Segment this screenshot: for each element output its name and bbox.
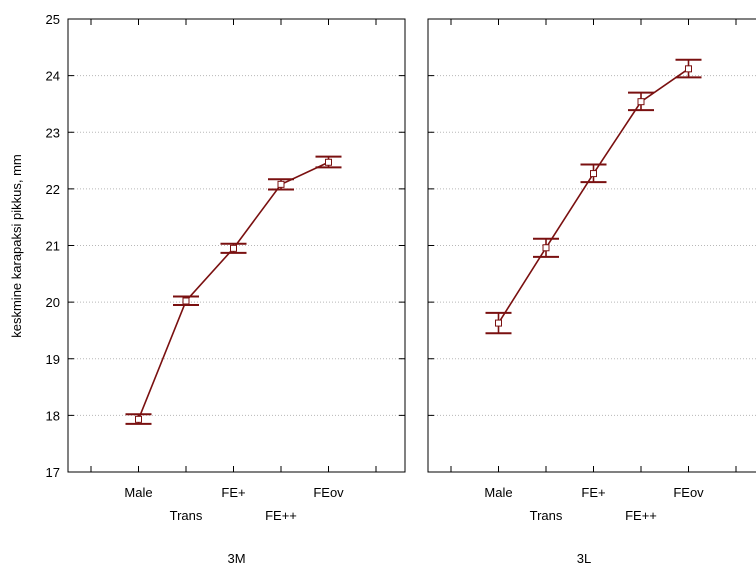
x-tick-label: Trans — [170, 508, 203, 523]
panel-3l: Male Trans FE+ FE++ FEov 3L — [427, 18, 756, 566]
data-point — [325, 158, 332, 166]
y-tick-label: 18 — [46, 408, 60, 423]
x-tick-label: FEov — [313, 485, 344, 500]
data-point — [685, 65, 692, 73]
data-point — [590, 170, 597, 178]
data-point — [637, 98, 645, 106]
x-tick-label: FE++ — [625, 508, 657, 523]
y-axis: 17 18 19 20 21 22 23 24 25 — [46, 12, 60, 480]
y-tick-label: 19 — [46, 352, 60, 367]
x-tick-label: Male — [124, 485, 152, 500]
y-axis-title: keskmine karapaksi pikkus, mm — [9, 154, 24, 338]
plot-frame — [427, 18, 756, 473]
x-tick-label: Trans — [530, 508, 563, 523]
y-tick-label: 20 — [46, 295, 60, 310]
x-tick-label: Male — [484, 485, 512, 500]
series-line — [137, 161, 329, 420]
x-tick-label: FE+ — [581, 485, 605, 500]
panel-label: 3L — [577, 551, 591, 566]
data-point — [135, 415, 142, 423]
x-tick-label: FE+ — [221, 485, 245, 500]
y-tick-label: 23 — [46, 125, 60, 140]
data-point — [277, 180, 285, 188]
panel-label: 3M — [227, 551, 245, 566]
panel-3m: Male Trans FE+ FE++ FEov 3M — [67, 18, 406, 566]
y-tick-label: 21 — [46, 239, 60, 254]
x-tick-label: FEov — [673, 485, 704, 500]
series-line — [497, 68, 689, 324]
y-tick-label: 17 — [46, 465, 60, 480]
data-point — [230, 244, 237, 252]
data-point — [495, 319, 502, 327]
y-tick-label: 22 — [46, 182, 60, 197]
data-point — [182, 297, 190, 305]
x-tick-label: FE++ — [265, 508, 297, 523]
data-point — [542, 244, 550, 252]
y-tick-label: 24 — [46, 69, 60, 84]
y-tick-label: 25 — [46, 12, 60, 27]
